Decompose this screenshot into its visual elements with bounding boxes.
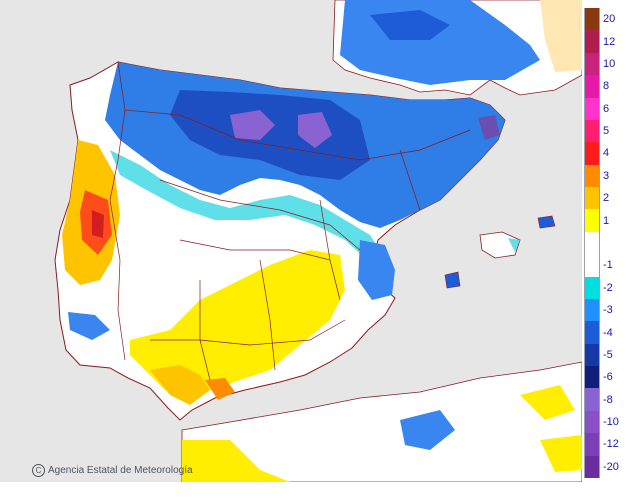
legend-swatch	[584, 187, 600, 210]
legend-label: -20	[603, 460, 619, 473]
menorca	[537, 215, 556, 229]
france-warm-patch	[540, 0, 582, 72]
legend-swatch	[584, 231, 600, 255]
ibiza	[444, 271, 461, 289]
legend-swatch	[584, 410, 600, 434]
andalusia-hot-spot	[205, 378, 235, 400]
legend-label: 6	[603, 102, 610, 115]
south-warm-area	[130, 250, 345, 400]
legend-label: 3	[603, 169, 610, 182]
legend-swatch	[584, 455, 600, 478]
morocco-warm-area	[182, 440, 290, 482]
legend-swatch	[584, 343, 600, 367]
legend-label: -2	[603, 281, 613, 294]
legend-label: -10	[603, 416, 619, 429]
credit-text: Agencia Estatal de Meteorología	[48, 465, 193, 476]
legend-swatch	[584, 276, 600, 299]
legend-label: 20	[603, 13, 616, 26]
legend-label: 1	[603, 214, 610, 227]
legend-label: -4	[603, 326, 613, 339]
legend-swatch	[584, 254, 600, 277]
legend-swatch	[584, 164, 600, 188]
agency-credit: C Agencia Estatal de Meteorología	[32, 464, 193, 477]
algeria-cold-patch	[400, 410, 455, 450]
cold-peak-catalonia	[478, 115, 500, 140]
north-africa-landmass	[181, 361, 582, 482]
portugal-south-cold	[68, 312, 110, 340]
legend-swatch	[584, 8, 600, 31]
algeria-warm-patch-2	[540, 435, 582, 472]
legend-label: -8	[603, 393, 613, 406]
legend-label: 2	[603, 192, 610, 205]
legend-swatch	[584, 75, 600, 98]
legend-swatch	[584, 321, 600, 344]
temperature-anomaly-map	[54, 0, 582, 482]
legend-swatch	[584, 119, 600, 143]
france-colder-patch	[370, 10, 450, 40]
legend-swatch	[584, 97, 600, 120]
legend-label: 10	[603, 57, 616, 70]
legend-label: -5	[603, 348, 613, 361]
temperature-legend: 20 12 10 8 6 5 4 3 2 1 -1 -2 -3 -4 -5 -6 -8 -10 -12 -20	[584, 8, 630, 478]
legend-label: 8	[603, 80, 610, 93]
andalusia-warmer	[150, 365, 210, 405]
legend-label: -12	[603, 438, 619, 451]
legend-swatch	[584, 30, 600, 53]
legend-swatch	[584, 209, 600, 232]
legend-swatch	[584, 52, 600, 76]
legend-swatch	[584, 433, 600, 456]
algeria-warm-patch	[520, 385, 575, 420]
legend-label: 5	[603, 125, 610, 138]
legend-swatch	[584, 366, 600, 389]
legend-label: 12	[603, 35, 616, 48]
valencia-cold	[358, 240, 395, 300]
legend-swatch	[584, 298, 600, 322]
legend-label: -6	[603, 371, 613, 384]
cold-peak-east	[298, 112, 332, 148]
legend-label: 4	[603, 147, 610, 160]
portugal-hottest-spot	[92, 210, 104, 238]
legend-swatch	[584, 142, 600, 165]
legend-label: -1	[603, 259, 613, 272]
regional-borders	[109, 61, 471, 381]
cold-peak-west	[230, 110, 275, 140]
legend-swatch	[584, 388, 600, 411]
copyright-icon: C	[32, 464, 45, 477]
legend-label: -3	[603, 304, 613, 317]
mallorca-cold	[508, 238, 520, 252]
